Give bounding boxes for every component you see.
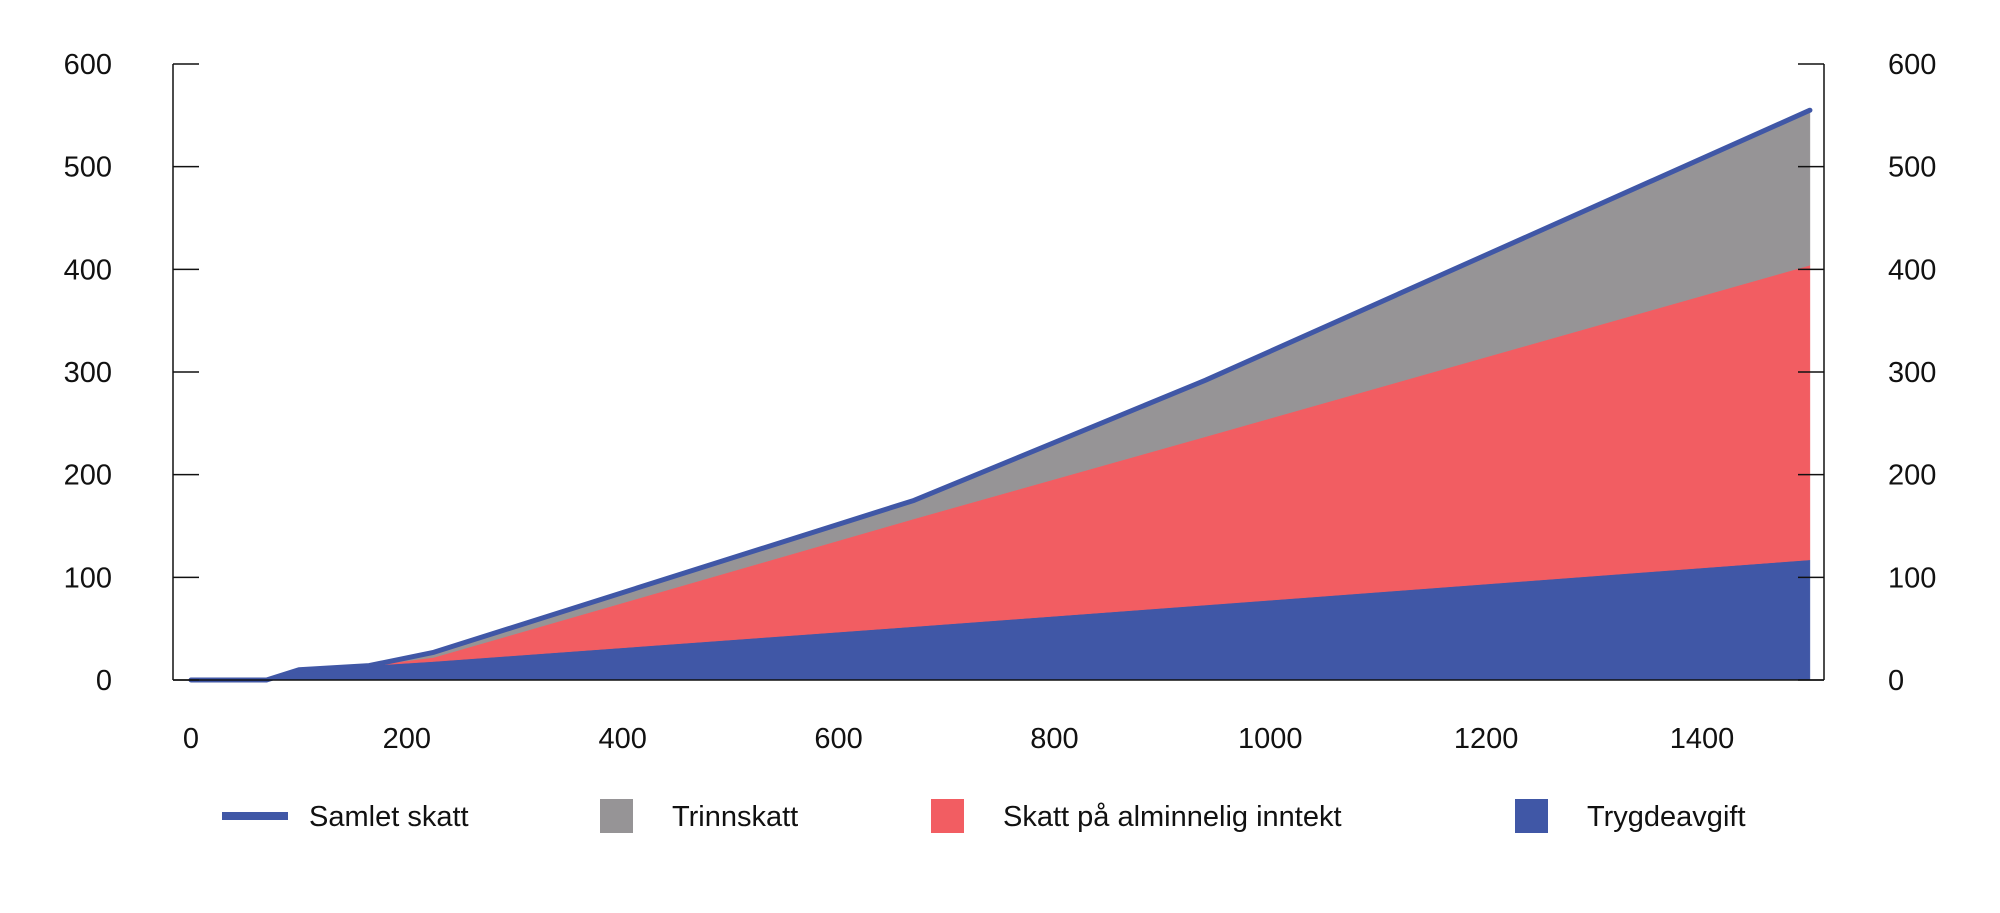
axes: 0 0 100 100 200 200 300 300 400 400 500 500 600 600 0 2… — [64, 49, 1937, 755]
areas — [188, 107, 1813, 683]
x-tick-label: 600 — [814, 723, 862, 755]
x-tick-label: 1200 — [1454, 723, 1519, 755]
legend-item: Trinnskatt — [600, 799, 798, 833]
legend-swatch — [931, 799, 964, 833]
y-tick-label-left: 0 — [96, 665, 112, 697]
line-samlet-skatt — [188, 107, 1813, 683]
legend-swatch — [1515, 799, 1548, 833]
y-tick-label-left: 200 — [64, 460, 112, 492]
y-tick-label-left: 500 — [64, 152, 112, 184]
legend-item: Samlet skatt — [222, 801, 469, 833]
y-tick-label-right: 600 — [1888, 49, 1936, 81]
x-tick-label: 400 — [599, 723, 647, 755]
legend-item: Skatt på alminnelig inntekt — [931, 799, 1342, 833]
legend-label: Skatt på alminnelig inntekt — [1003, 801, 1342, 833]
y-tick-label-right: 100 — [1888, 562, 1936, 594]
y-tick-label-right: 300 — [1888, 357, 1936, 389]
y-tick-label-right: 400 — [1888, 254, 1936, 286]
y-tick-label-left: 400 — [64, 254, 112, 286]
legend-item: Trygdeavgift — [1515, 799, 1746, 833]
x-tick-label: 0 — [183, 723, 199, 755]
y-tick-label-left: 600 — [64, 49, 112, 81]
legend-swatch — [600, 799, 633, 833]
legend-label: Trinnskatt — [672, 801, 798, 833]
x-tick-label: 1400 — [1670, 723, 1735, 755]
y-tick-label-right: 200 — [1888, 460, 1936, 492]
y-tick-label-right: 500 — [1888, 152, 1936, 184]
legend-line-swatch — [222, 812, 288, 820]
legend: Samlet skatt Trinnskatt Skatt på alminneli… — [222, 799, 1746, 833]
legend-label: Samlet skatt — [309, 801, 469, 833]
legend-label: Trygdeavgift — [1587, 801, 1746, 833]
y-tick-label-left: 100 — [64, 562, 112, 594]
x-tick-label: 200 — [383, 723, 431, 755]
y-tick-label-left: 300 — [64, 357, 112, 389]
x-tick-label: 800 — [1030, 723, 1078, 755]
y-tick-label-right: 0 — [1888, 665, 1904, 697]
x-tick-label: 1000 — [1238, 723, 1303, 755]
